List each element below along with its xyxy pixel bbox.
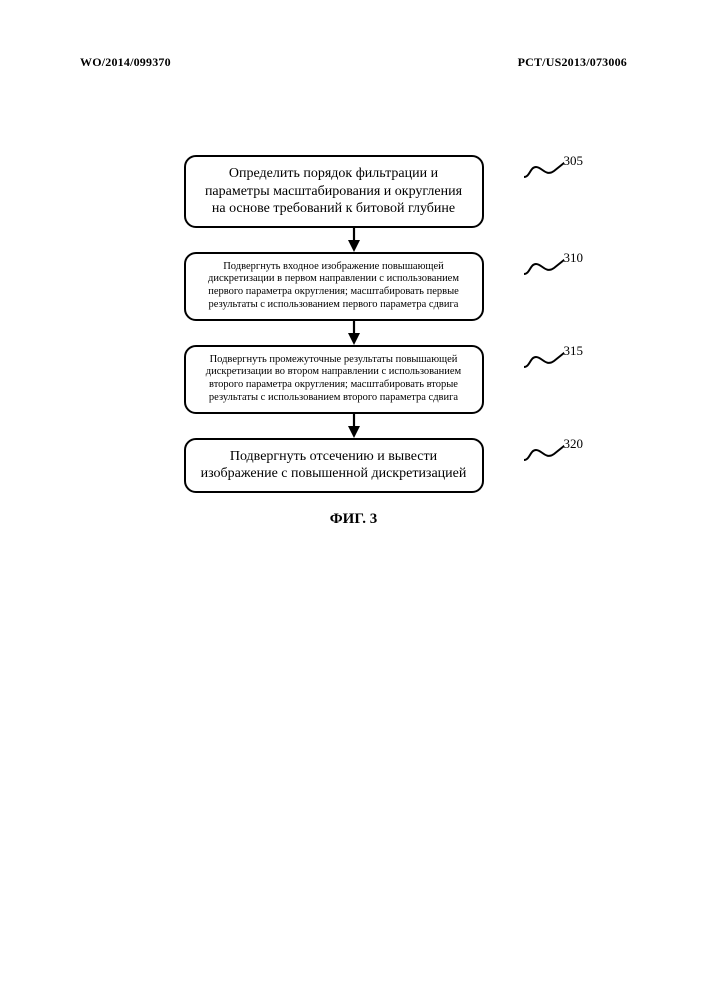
flow-node: Подвергнуть отсечению и вывести изображе… xyxy=(184,438,524,493)
arrow-icon xyxy=(346,414,362,438)
patent-figure-page: WO/2014/099370 PCT/US2013/073006 Определ… xyxy=(0,0,707,1000)
node-305: Определить порядок фильтрации и параметр… xyxy=(184,155,484,228)
arrow-icon xyxy=(346,228,362,252)
flow-node: Определить порядок фильтрации и параметр… xyxy=(184,155,524,228)
leader-320: 320 xyxy=(524,442,564,464)
node-315: Подвергнуть промежуточные результаты пов… xyxy=(184,345,484,414)
node-label-315: 315 xyxy=(564,343,584,359)
flow-node: Подвергнуть промежуточные результаты пов… xyxy=(184,345,524,414)
node-320: Подвергнуть отсечению и вывести изображе… xyxy=(184,438,484,493)
leader-305: 305 xyxy=(524,159,564,181)
header-left: WO/2014/099370 xyxy=(80,55,171,70)
figure-caption: ФИГ. 3 xyxy=(184,511,524,528)
header-right: PCT/US2013/073006 xyxy=(518,55,627,70)
node-label-320: 320 xyxy=(564,436,584,452)
node-310: Подвергнуть входное изображение повышающ… xyxy=(184,252,484,321)
flow-node: Подвергнуть входное изображение повышающ… xyxy=(184,252,524,321)
flowchart: Определить порядок фильтрации и параметр… xyxy=(184,155,524,528)
arrow-icon xyxy=(346,321,362,345)
leader-315: 315 xyxy=(524,349,564,371)
leader-310: 310 xyxy=(524,256,564,278)
node-label-310: 310 xyxy=(564,250,584,266)
node-label-305: 305 xyxy=(564,153,584,169)
